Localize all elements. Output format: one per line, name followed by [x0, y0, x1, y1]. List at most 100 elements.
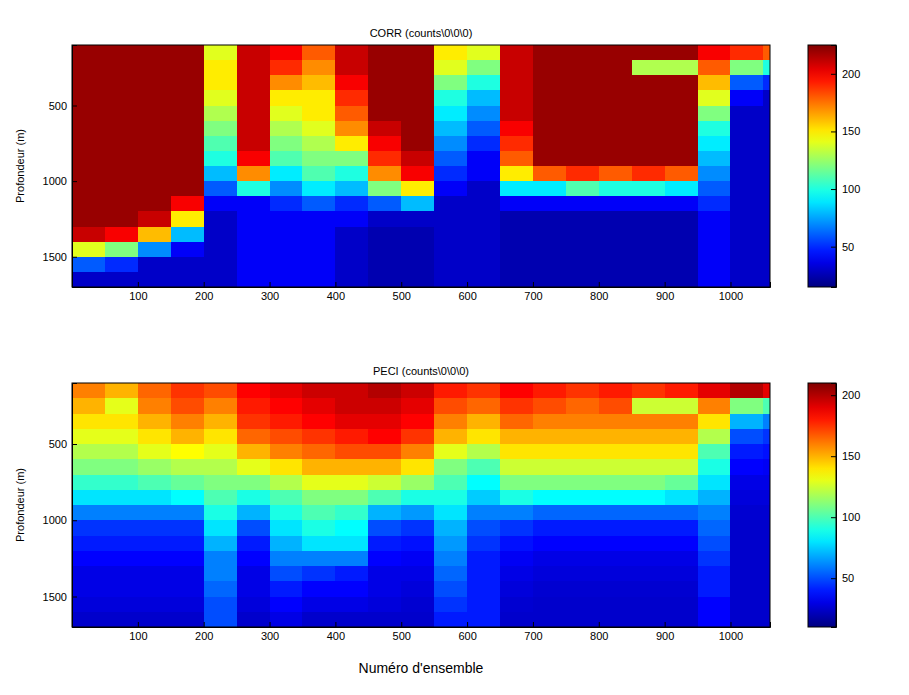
cell	[665, 75, 698, 91]
x-tick-mark	[204, 282, 205, 287]
cell	[533, 383, 566, 399]
cell	[138, 429, 171, 445]
cell	[237, 257, 270, 273]
cell	[434, 383, 467, 399]
cell	[105, 475, 138, 491]
cell	[302, 211, 335, 227]
y-tick-mark	[72, 257, 77, 258]
cell	[434, 272, 467, 287]
cell	[302, 520, 335, 536]
cell	[237, 551, 270, 567]
cell	[566, 60, 599, 76]
cell	[533, 612, 566, 627]
cell	[368, 181, 401, 197]
y-tick: 1500	[43, 251, 77, 263]
cell	[270, 166, 303, 182]
cell	[138, 566, 171, 582]
cell	[302, 505, 335, 521]
cell	[698, 490, 731, 506]
colorbar-tick-label: 50	[842, 241, 854, 253]
x-tick-label: 700	[524, 290, 542, 302]
cell	[632, 505, 665, 521]
cell	[434, 121, 467, 137]
cell	[237, 60, 270, 76]
cell	[72, 551, 105, 567]
cell	[730, 612, 763, 627]
cell	[665, 459, 698, 475]
cell	[533, 45, 566, 61]
cell	[763, 106, 770, 122]
cell	[698, 227, 731, 243]
cell	[566, 597, 599, 613]
cell	[105, 242, 138, 258]
cell	[237, 196, 270, 212]
cell	[698, 106, 731, 122]
cell	[335, 211, 368, 227]
cell	[533, 475, 566, 491]
cell	[566, 505, 599, 521]
cell	[401, 398, 434, 414]
x-tick: 900	[656, 622, 674, 642]
cell	[72, 429, 105, 445]
cell	[632, 75, 665, 91]
x-tick-mark	[730, 622, 731, 627]
x-tick-label: 400	[327, 630, 345, 642]
cell	[500, 257, 533, 273]
cell	[730, 136, 763, 152]
cell	[270, 505, 303, 521]
cell	[335, 166, 368, 182]
cell	[599, 505, 632, 521]
y-tick: 1000	[43, 514, 77, 526]
cell	[434, 414, 467, 430]
cell	[302, 151, 335, 167]
cell	[434, 45, 467, 61]
cell	[599, 166, 632, 182]
cell	[665, 429, 698, 445]
cell	[204, 475, 237, 491]
cell	[171, 136, 204, 152]
cell	[72, 211, 105, 227]
cell	[270, 612, 303, 627]
cell	[368, 242, 401, 258]
cell	[105, 196, 138, 212]
cell	[698, 257, 731, 273]
cell	[500, 106, 533, 122]
colorbar-tick-mark	[831, 395, 836, 396]
cell	[171, 90, 204, 106]
x-tick-label: 900	[656, 290, 674, 302]
cell	[171, 520, 204, 536]
cell	[434, 536, 467, 552]
cell	[632, 597, 665, 613]
cell	[401, 597, 434, 613]
cell	[335, 45, 368, 61]
cell	[599, 536, 632, 552]
cell	[138, 211, 171, 227]
cell	[698, 551, 731, 567]
x-tick-label: 100	[129, 630, 147, 642]
cell	[533, 75, 566, 91]
cell	[566, 536, 599, 552]
cell	[698, 612, 731, 627]
cell	[599, 242, 632, 258]
cell	[500, 151, 533, 167]
cell	[105, 151, 138, 167]
cell	[434, 211, 467, 227]
cell	[632, 45, 665, 61]
cell	[302, 60, 335, 76]
cell	[665, 551, 698, 567]
cell	[204, 196, 237, 212]
colorbar-tick-mark	[831, 189, 836, 190]
cell	[401, 505, 434, 521]
cell	[302, 166, 335, 182]
cell	[401, 75, 434, 91]
cell	[237, 272, 270, 287]
cell	[467, 551, 500, 567]
cell	[566, 227, 599, 243]
cell	[270, 181, 303, 197]
cell	[335, 612, 368, 627]
colorbar-axis: 50100150200	[831, 46, 860, 288]
cell	[434, 106, 467, 122]
cell	[171, 429, 204, 445]
y-tick-mark	[72, 444, 77, 445]
cell	[500, 90, 533, 106]
